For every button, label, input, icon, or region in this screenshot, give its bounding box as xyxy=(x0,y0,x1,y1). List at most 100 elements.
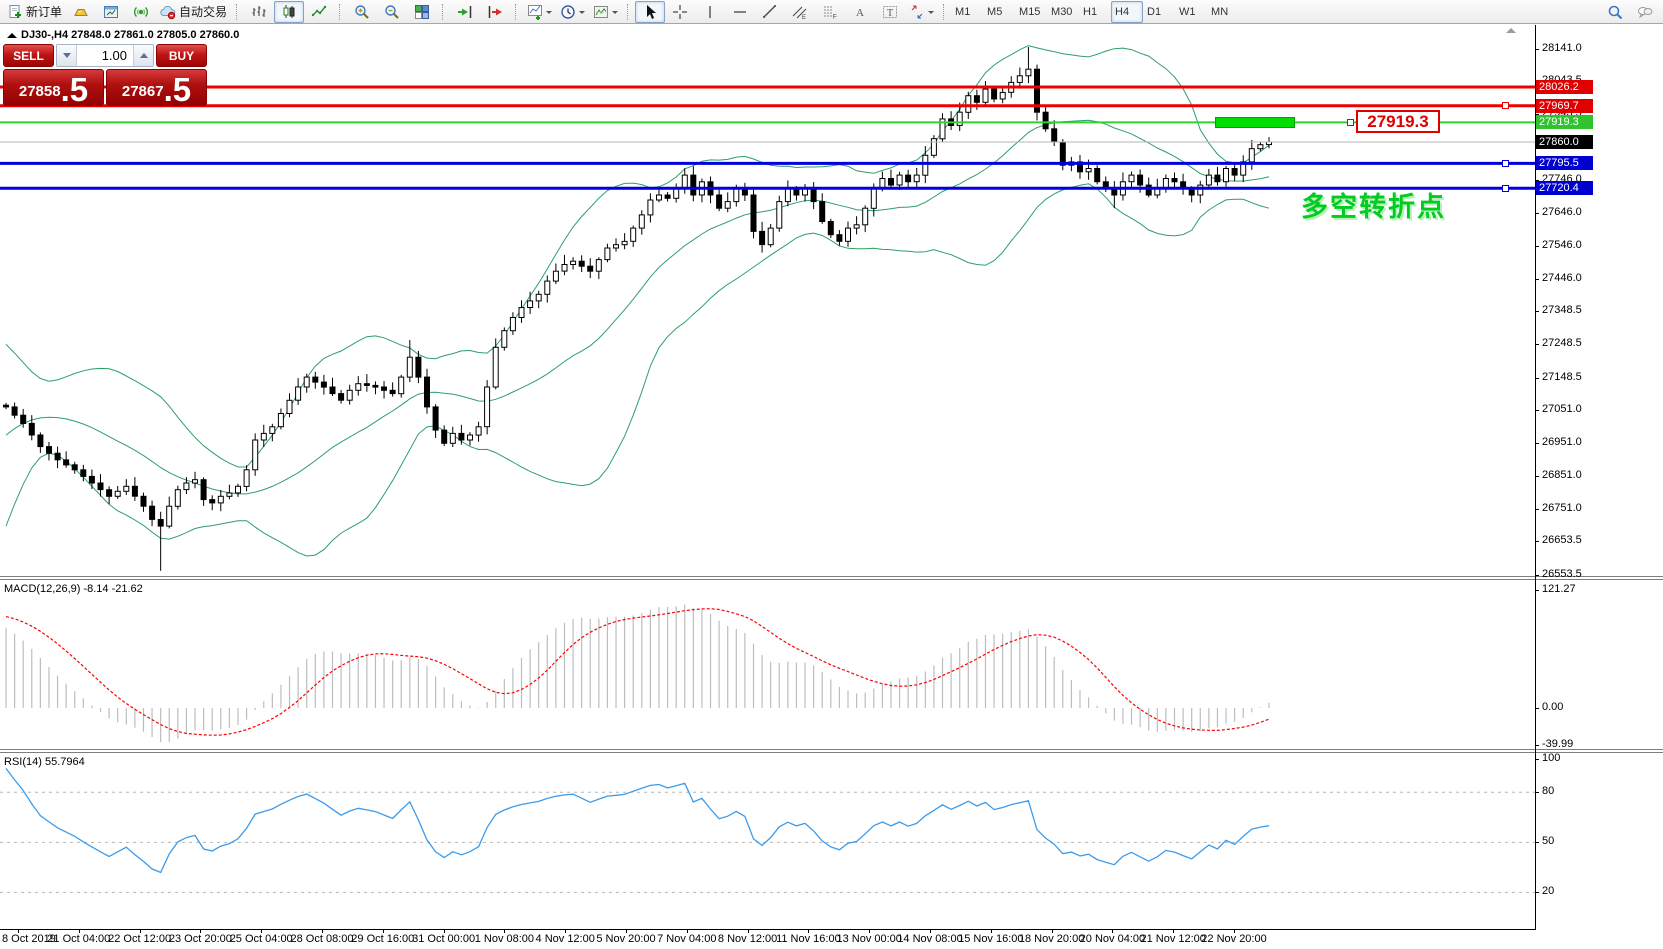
new-order-button[interactable]: 新订单 xyxy=(3,1,66,23)
line-chart-button[interactable] xyxy=(304,1,334,23)
volume-decrement-button[interactable] xyxy=(57,45,77,66)
zoom-in-button[interactable] xyxy=(347,1,377,23)
axis-tick-mark xyxy=(1535,344,1539,346)
axis-tick-label: 27446.0 xyxy=(1542,272,1582,285)
zoom-out-button[interactable] xyxy=(377,1,407,23)
main-chart-pane[interactable] xyxy=(0,25,1535,576)
chevron-down-icon xyxy=(546,11,553,17)
rsi-pane[interactable] xyxy=(0,754,1535,928)
axis-tick-label: -39.99 xyxy=(1542,738,1574,750)
tf-d1-button[interactable]: D1 xyxy=(1143,1,1175,23)
tf-h4-button[interactable]: H4 xyxy=(1111,0,1144,23)
market-watch-button[interactable] xyxy=(66,1,96,23)
autotrading-button[interactable]: 自动交易 xyxy=(156,1,231,23)
chart-window-button[interactable] xyxy=(96,1,126,23)
axis-tick-label: 100 xyxy=(1542,752,1561,764)
support-zone-rectangle xyxy=(1215,116,1295,128)
tile-windows-button[interactable] xyxy=(407,1,437,23)
tf-m30-button[interactable]: M30 xyxy=(1047,1,1079,23)
fibonacci-button[interactable]: F xyxy=(815,1,845,23)
volume-input[interactable] xyxy=(77,45,133,66)
volume-increment-button[interactable] xyxy=(133,45,153,66)
autotrading-icon xyxy=(160,4,176,20)
vertical-line-button[interactable] xyxy=(695,1,725,23)
time-tick-label: 22 Nov 20:00 xyxy=(1201,933,1267,945)
new-order-button-label: 新订单 xyxy=(26,5,63,19)
price-level-label: 28026.2 xyxy=(1536,80,1593,94)
horizontal-line-icon xyxy=(732,4,748,20)
axis-tick-mark xyxy=(1535,114,1539,116)
time-tick-mark xyxy=(808,929,810,933)
chart-shift-button[interactable] xyxy=(480,1,510,23)
axis-tick-mark xyxy=(1535,245,1539,247)
text-icon: A xyxy=(852,4,868,20)
time-tick-mark xyxy=(322,929,323,933)
time-tick-mark xyxy=(139,929,141,933)
bar-chart-button[interactable] xyxy=(244,1,274,23)
buy-price-button[interactable]: 27867 .5 xyxy=(106,69,207,106)
axis-tick-label: 27646.0 xyxy=(1542,205,1582,218)
axis-tick-mark xyxy=(1535,476,1539,478)
auto-scroll-button[interactable] xyxy=(450,1,480,23)
axis-tick-label: 50 xyxy=(1542,835,1555,847)
cursor-button[interactable] xyxy=(635,0,666,23)
trade-panel-toggle[interactable] xyxy=(7,33,17,38)
templates-button[interactable] xyxy=(589,1,622,23)
pane-separator[interactable] xyxy=(0,576,1663,580)
indicators-button[interactable] xyxy=(523,1,556,23)
buy-price-main: 27867 xyxy=(121,83,164,100)
pane-separator[interactable] xyxy=(0,749,1663,753)
tf-m15-button[interactable]: M15 xyxy=(1015,1,1047,23)
tf-m5-button-label: M5 xyxy=(987,5,1003,18)
bar-chart-icon xyxy=(251,4,267,20)
time-axis[interactable]: 8 Oct 2019 21 Oct 04:00 22 Oct 12:00 23 Oct… xyxy=(0,929,1663,949)
macd-pane[interactable] xyxy=(0,581,1535,749)
search-button[interactable] xyxy=(1600,1,1630,23)
axis-tick-mark xyxy=(1535,574,1539,576)
tf-mn-button[interactable]: MN xyxy=(1207,1,1239,23)
trendline-button[interactable] xyxy=(755,1,785,23)
time-tick-label: 28 Oct 08:00 xyxy=(290,933,354,945)
svg-text:A: A xyxy=(856,7,864,19)
sell-price-button[interactable]: 27858 .5 xyxy=(3,69,104,106)
candlestick-chart-button[interactable] xyxy=(274,0,305,23)
time-tick-label: 13 Nov 00:00 xyxy=(836,933,902,945)
arrows-button[interactable] xyxy=(905,1,938,23)
horizontal-line-button[interactable] xyxy=(725,1,755,23)
toolbar-separator xyxy=(515,3,519,20)
text-button[interactable]: A xyxy=(845,1,875,23)
time-tick-mark xyxy=(1112,929,1114,933)
axis-tick-mark xyxy=(1535,759,1539,760)
tf-w1-button[interactable]: W1 xyxy=(1175,1,1207,23)
text-label-button[interactable]: T xyxy=(875,1,905,23)
axis-tick-label: 121.27 xyxy=(1542,583,1576,595)
fibonacci-icon: F xyxy=(822,4,838,20)
callout-anchor-square xyxy=(1347,119,1354,126)
price-axis[interactable]: 28141.028043.527943.527846.027746.027646… xyxy=(1535,25,1663,929)
price-level-label: 27969.7 xyxy=(1536,98,1593,113)
time-tick-mark xyxy=(565,929,567,933)
periods-button[interactable] xyxy=(556,1,589,23)
tf-m1-button[interactable]: M1 xyxy=(951,1,983,23)
signals-icon xyxy=(133,4,149,20)
sell-button[interactable]: SELL xyxy=(3,44,54,67)
time-tick-label: 5 Nov 20:00 xyxy=(596,933,656,945)
axis-tick-label: 80 xyxy=(1542,785,1555,797)
time-tick-label: 21 Nov 12:00 xyxy=(1140,933,1206,945)
time-tick-mark xyxy=(1051,929,1053,933)
tf-m5-button[interactable]: M5 xyxy=(983,1,1015,23)
crosshair-button[interactable] xyxy=(665,1,695,23)
buy-price-fraction: .5 xyxy=(163,70,192,108)
toolbar-separator xyxy=(627,3,631,20)
axis-tick-mark xyxy=(1535,842,1539,843)
community-button[interactable] xyxy=(1630,1,1660,23)
signals-button[interactable] xyxy=(126,1,156,23)
tf-h1-button[interactable]: H1 xyxy=(1079,1,1111,23)
indicators-icon xyxy=(527,4,543,20)
equidistant-channel-button[interactable]: E xyxy=(785,1,815,23)
axis-tick-label: 26851.0 xyxy=(1542,469,1582,482)
buy-button[interactable]: BUY xyxy=(156,44,207,67)
chart-shift-icon xyxy=(487,4,503,20)
time-tick-label: 21 Oct 04:00 xyxy=(47,933,111,945)
tf-h4-button-label: H4 xyxy=(1115,5,1130,18)
